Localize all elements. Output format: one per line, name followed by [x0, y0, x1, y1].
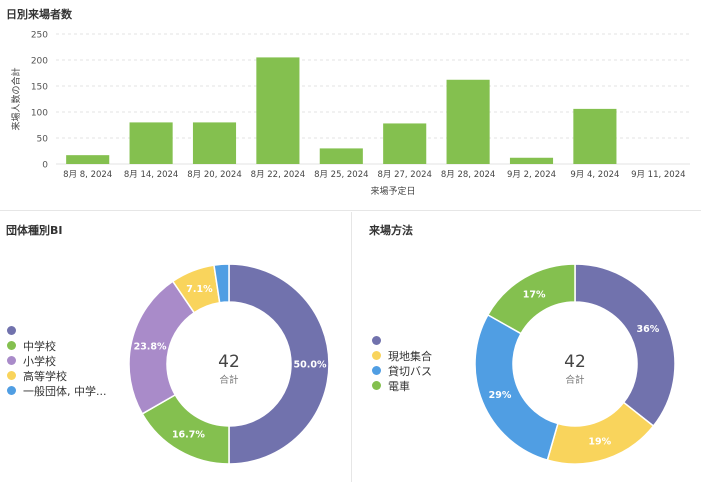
bar[interactable]	[446, 79, 490, 164]
legend-item[interactable]	[372, 333, 432, 348]
slice-label: 19%	[588, 437, 611, 448]
y-tick-label: 200	[31, 57, 48, 67]
legend-swatch	[372, 351, 381, 360]
x-tick-label: 8月 28, 2024	[441, 170, 495, 180]
method-chart-title: 来場方法	[369, 224, 413, 237]
legend-swatch	[372, 366, 381, 375]
y-axis-label: 来場人数の合計	[10, 67, 22, 130]
legend-item[interactable]	[7, 323, 106, 338]
slice-label: 17%	[523, 290, 546, 301]
group-chart-title: 団体種別BI	[6, 224, 63, 237]
donut-center-value: 42	[564, 352, 586, 372]
legend-swatch	[7, 371, 16, 380]
bar-chart-title: 日別来場者数	[6, 8, 72, 21]
slice-label: 16.7%	[172, 430, 205, 441]
donut-center-label: 合計	[565, 374, 585, 386]
bar[interactable]	[319, 148, 363, 164]
group-legend[interactable]: 中学校 小学校 高等学校 一般団体, 中学...	[7, 323, 106, 398]
x-tick-label: 8月 25, 2024	[314, 170, 368, 180]
legend-item[interactable]: 一般団体, 中学...	[7, 383, 106, 398]
bar[interactable]	[129, 122, 173, 164]
legend-item[interactable]: 中学校	[7, 338, 106, 353]
legend-item[interactable]: 貸切バス	[372, 363, 432, 378]
legend-label: 貸切バス	[388, 364, 432, 378]
x-tick-label: 9月 2, 2024	[507, 170, 556, 180]
vertical-divider	[351, 212, 352, 482]
legend-item[interactable]: 小学校	[7, 353, 106, 368]
bar[interactable]	[192, 122, 237, 164]
legend-swatch	[7, 386, 16, 395]
slice-label: 7.1%	[186, 284, 213, 295]
bar[interactable]	[66, 155, 110, 164]
bar[interactable]	[256, 57, 300, 164]
donut-center-label: 合計	[219, 374, 239, 386]
legend-item[interactable]: 高等学校	[7, 368, 106, 383]
legend-swatch	[7, 326, 16, 335]
donut-center-value: 42	[218, 352, 240, 372]
legend-item[interactable]: 現地集合	[372, 348, 432, 363]
legend-swatch	[7, 341, 16, 350]
legend-swatch	[372, 381, 381, 390]
legend-label: 小学校	[23, 354, 56, 368]
horizontal-divider	[0, 210, 701, 211]
y-tick-label: 0	[42, 161, 48, 171]
x-tick-label: 9月 4, 2024	[570, 170, 619, 180]
legend-label: 高等学校	[23, 369, 67, 383]
donut-slice[interactable]	[213, 263, 230, 304]
bar[interactable]	[573, 108, 617, 164]
donut-slice[interactable]	[574, 263, 676, 428]
legend-label: 電車	[388, 379, 410, 393]
legend-swatch	[7, 356, 16, 365]
y-tick-label: 50	[37, 135, 49, 145]
x-tick-label: 9月 11, 2024	[631, 170, 685, 180]
x-axis-label: 来場予定日	[370, 185, 415, 197]
donut-slice[interactable]	[474, 313, 559, 462]
method-legend[interactable]: 現地集合 貸切バス 電車	[372, 333, 432, 393]
y-tick-label: 250	[31, 31, 48, 41]
y-tick-label: 150	[31, 83, 48, 93]
legend-label: 一般団体, 中学...	[23, 384, 107, 398]
slice-label: 29%	[489, 390, 512, 401]
x-tick-label: 8月 14, 2024	[124, 170, 178, 180]
slice-label: 36%	[637, 324, 660, 335]
x-tick-label: 8月 22, 2024	[251, 170, 305, 180]
x-tick-label: 8月 8, 2024	[63, 170, 112, 180]
legend-swatch	[372, 336, 381, 345]
method-donut-chart[interactable]: 36% 19% 29% 17% 42 合計	[465, 254, 685, 474]
bar[interactable]	[383, 123, 427, 164]
slice-label: 23.8%	[134, 341, 167, 352]
legend-item[interactable]: 電車	[372, 378, 432, 393]
y-tick-label: 100	[31, 109, 48, 119]
bar[interactable]	[509, 157, 554, 164]
legend-label: 中学校	[23, 339, 56, 353]
x-tick-label: 8月 20, 2024	[187, 170, 241, 180]
donut-slice[interactable]	[228, 263, 330, 465]
legend-label: 現地集合	[388, 349, 432, 363]
slice-label: 50.0%	[294, 360, 327, 371]
group-donut-chart[interactable]: 50.0% 16.7% 23.8% 7.1% 42 合計	[119, 254, 339, 474]
donut-slice[interactable]	[486, 263, 576, 335]
bar-chart[interactable]: 0 50 100 150 200 250 8月 8, 2024 8月 14, 2024 8月 2…	[0, 0, 701, 210]
x-tick-label: 8月 27, 2024	[377, 170, 431, 180]
